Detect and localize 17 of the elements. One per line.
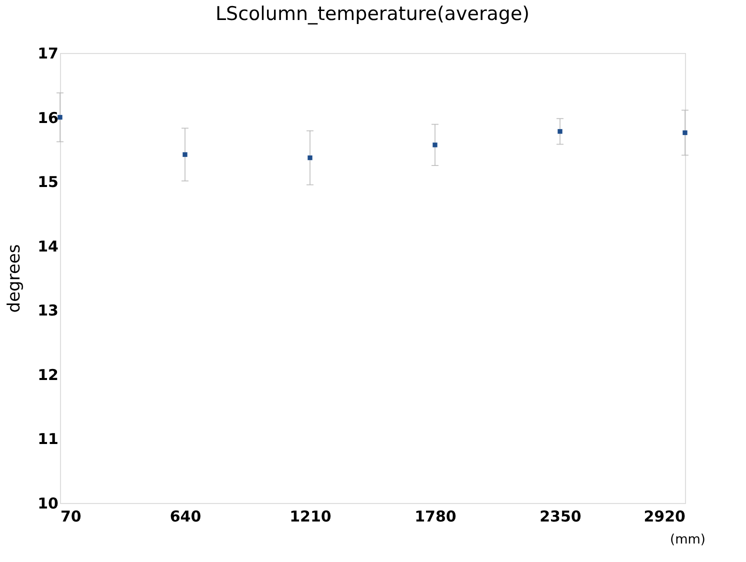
- x-tick-label: 2350: [540, 508, 582, 526]
- y-tick-label: 15: [38, 173, 58, 192]
- y-tick-label: 12: [38, 366, 58, 384]
- x-tick-label: 2920: [644, 508, 686, 526]
- y-tick-label: 11: [38, 430, 58, 448]
- y-tick-label: 13: [38, 302, 58, 320]
- x-axis-title: (mm): [670, 532, 706, 548]
- x-tick-label: 1780: [414, 508, 456, 526]
- x-tick-label: 640: [170, 508, 202, 526]
- chart-title: LScolumn_temperature(average): [215, 3, 530, 25]
- y-tick-label: 14: [38, 237, 58, 256]
- x-tick-label: 70: [60, 508, 82, 526]
- y-axis-title: degrees: [4, 244, 25, 313]
- x-tick-label: 1210: [290, 508, 332, 526]
- y-tick-label: 17: [38, 44, 58, 62]
- y-tick-label: 10: [38, 494, 58, 512]
- y-tick-label: 16: [38, 108, 58, 127]
